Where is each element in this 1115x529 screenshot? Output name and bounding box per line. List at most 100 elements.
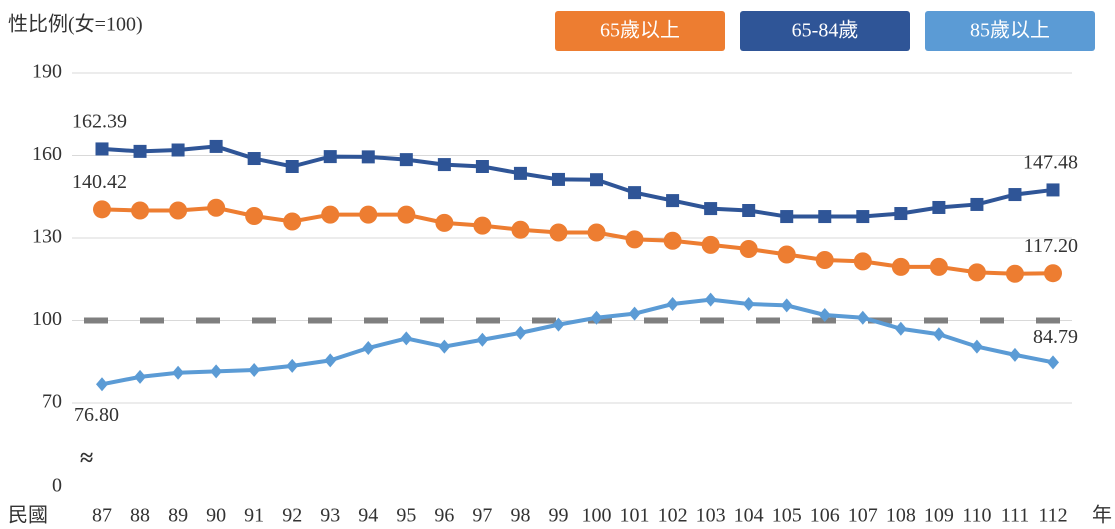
x-suffix: 年 (1092, 504, 1112, 527)
marker (932, 327, 945, 342)
y-axis-label: 性比例(女=100) (8, 13, 143, 36)
marker (93, 200, 111, 219)
marker (1008, 188, 1022, 202)
marker (397, 205, 416, 224)
marker (475, 160, 489, 173)
marker (704, 202, 718, 216)
marker (283, 212, 302, 231)
marker (172, 365, 185, 380)
x-tick-label: 111 (1001, 505, 1030, 527)
marker (780, 210, 794, 224)
marker (437, 158, 451, 172)
x-tick-label: 93 (320, 505, 340, 527)
marker (210, 364, 223, 379)
marker (476, 332, 489, 347)
marker (666, 297, 679, 311)
data-label: 140.42 (72, 171, 127, 193)
data-label: 162.39 (72, 111, 127, 133)
marker (970, 197, 984, 211)
x-tick-label: 88 (130, 505, 150, 527)
series-line (101, 144, 1054, 219)
marker (628, 306, 641, 321)
legend-box (925, 11, 1095, 51)
marker (169, 201, 188, 220)
marker (131, 201, 150, 220)
marker (247, 152, 261, 166)
marker (321, 205, 340, 224)
x-tick-label: 109 (924, 505, 954, 527)
x-tick-label: 94 (358, 505, 378, 527)
marker (970, 339, 983, 354)
x-tick-label: 89 (168, 505, 188, 527)
x-tick-label: 110 (962, 505, 991, 527)
marker (929, 257, 948, 276)
marker (1005, 264, 1024, 283)
marker (324, 353, 337, 368)
y-tick-label: 160 (32, 143, 62, 165)
y-tick-label: 0 (52, 475, 62, 497)
marker (1008, 347, 1021, 362)
marker (399, 153, 413, 167)
marker (400, 331, 413, 346)
marker (704, 292, 717, 307)
marker (742, 297, 755, 311)
marker (286, 358, 299, 373)
marker (549, 223, 568, 242)
legend-box (555, 11, 725, 51)
legend-item: 65歲以上 (555, 11, 725, 51)
x-tick-label: 97 (472, 505, 492, 527)
y-tick-label: 190 (32, 61, 62, 83)
marker (967, 263, 986, 282)
data-label: 117.20 (1024, 235, 1078, 257)
marker (856, 210, 870, 224)
x-tick-label: 96 (434, 505, 454, 527)
x-tick-label: 100 (582, 505, 612, 527)
marker (894, 207, 908, 221)
marker (209, 139, 223, 153)
x-tick-label: 95 (396, 505, 416, 527)
marker (248, 363, 261, 377)
marker (361, 150, 375, 164)
marker (628, 186, 642, 200)
x-tick-label: 104 (734, 505, 764, 527)
axis-break: ≈ (80, 446, 93, 472)
marker (1047, 355, 1059, 370)
x-tick-label: 101 (620, 505, 650, 527)
marker (552, 317, 565, 332)
marker (1044, 264, 1062, 283)
marker (894, 321, 907, 336)
marker (438, 339, 451, 354)
x-tick-label: 92 (282, 505, 302, 527)
marker (891, 257, 910, 276)
marker (362, 341, 375, 355)
marker (701, 235, 720, 254)
marker (818, 210, 832, 224)
legend-box (740, 11, 910, 51)
marker (245, 207, 264, 225)
marker (133, 144, 147, 158)
marker (777, 245, 796, 264)
marker (207, 198, 226, 217)
marker (780, 298, 793, 313)
x-tick-label: 105 (772, 505, 802, 527)
marker (590, 310, 603, 325)
x-prefix: 民國 (8, 505, 48, 527)
marker (815, 251, 834, 269)
x-tick-label: 103 (696, 505, 726, 527)
marker (1046, 183, 1060, 197)
marker (473, 216, 492, 235)
marker (435, 213, 454, 232)
x-tick-label: 112 (1038, 505, 1067, 527)
x-tick-label: 98 (510, 505, 530, 527)
marker (625, 230, 644, 249)
marker (856, 310, 869, 325)
marker (359, 205, 378, 224)
x-tick-label: 90 (206, 505, 226, 527)
x-tick-label: 108 (886, 505, 916, 527)
data-label: 147.48 (1023, 152, 1078, 174)
series-line (101, 205, 1054, 276)
x-tick-label: 102 (658, 505, 688, 527)
y-tick-label: 130 (32, 226, 62, 248)
legend-text: 65-84歲 (792, 19, 859, 42)
marker (739, 240, 758, 258)
